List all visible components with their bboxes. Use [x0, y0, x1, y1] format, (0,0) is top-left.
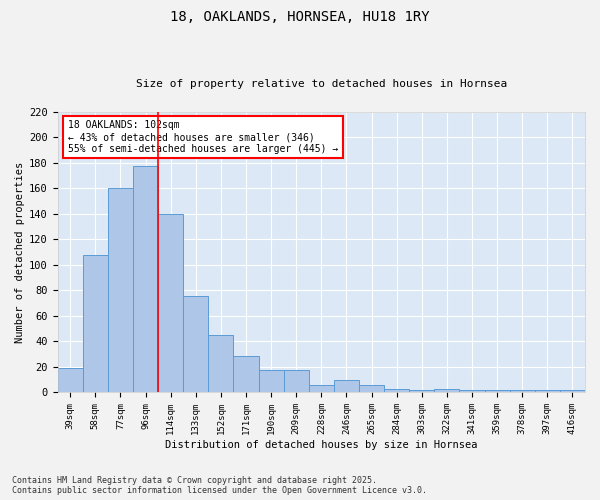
Bar [83, 255, 108, 392]
Bar [359, 385, 384, 392]
Bar [334, 380, 359, 392]
Bar [133, 166, 158, 392]
X-axis label: Distribution of detached houses by size in Hornsea: Distribution of detached houses by size … [165, 440, 478, 450]
Bar [233, 356, 259, 393]
Bar [58, 368, 83, 392]
Bar [158, 214, 183, 392]
Bar [434, 388, 460, 392]
Bar [384, 388, 409, 392]
Bar [560, 390, 585, 392]
Bar [509, 390, 535, 392]
Bar [485, 390, 509, 392]
Title: Size of property relative to detached houses in Hornsea: Size of property relative to detached ho… [136, 79, 507, 89]
Bar [108, 188, 133, 392]
Bar [208, 335, 233, 392]
Bar [409, 390, 434, 392]
Text: 18 OAKLANDS: 102sqm
← 43% of detached houses are smaller (346)
55% of semi-detac: 18 OAKLANDS: 102sqm ← 43% of detached ho… [68, 120, 338, 154]
Bar [183, 296, 208, 392]
Bar [535, 390, 560, 392]
Bar [460, 390, 485, 392]
Bar [259, 370, 284, 392]
Bar [284, 370, 309, 392]
Text: Contains HM Land Registry data © Crown copyright and database right 2025.
Contai: Contains HM Land Registry data © Crown c… [12, 476, 427, 495]
Text: 18, OAKLANDS, HORNSEA, HU18 1RY: 18, OAKLANDS, HORNSEA, HU18 1RY [170, 10, 430, 24]
Bar [309, 385, 334, 392]
Y-axis label: Number of detached properties: Number of detached properties [15, 162, 25, 343]
